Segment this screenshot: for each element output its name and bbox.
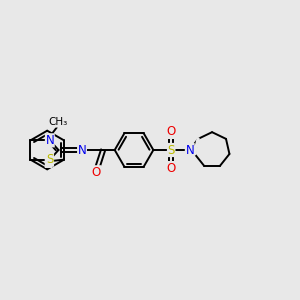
Text: O: O [167,162,176,175]
Text: N: N [185,143,194,157]
Text: O: O [167,125,176,138]
Text: N: N [78,143,86,157]
Text: N: N [45,134,54,147]
Text: F: F [45,154,52,167]
Text: CH₃: CH₃ [48,117,68,127]
Text: O: O [92,166,101,179]
Text: S: S [46,153,53,166]
Text: S: S [167,143,175,157]
